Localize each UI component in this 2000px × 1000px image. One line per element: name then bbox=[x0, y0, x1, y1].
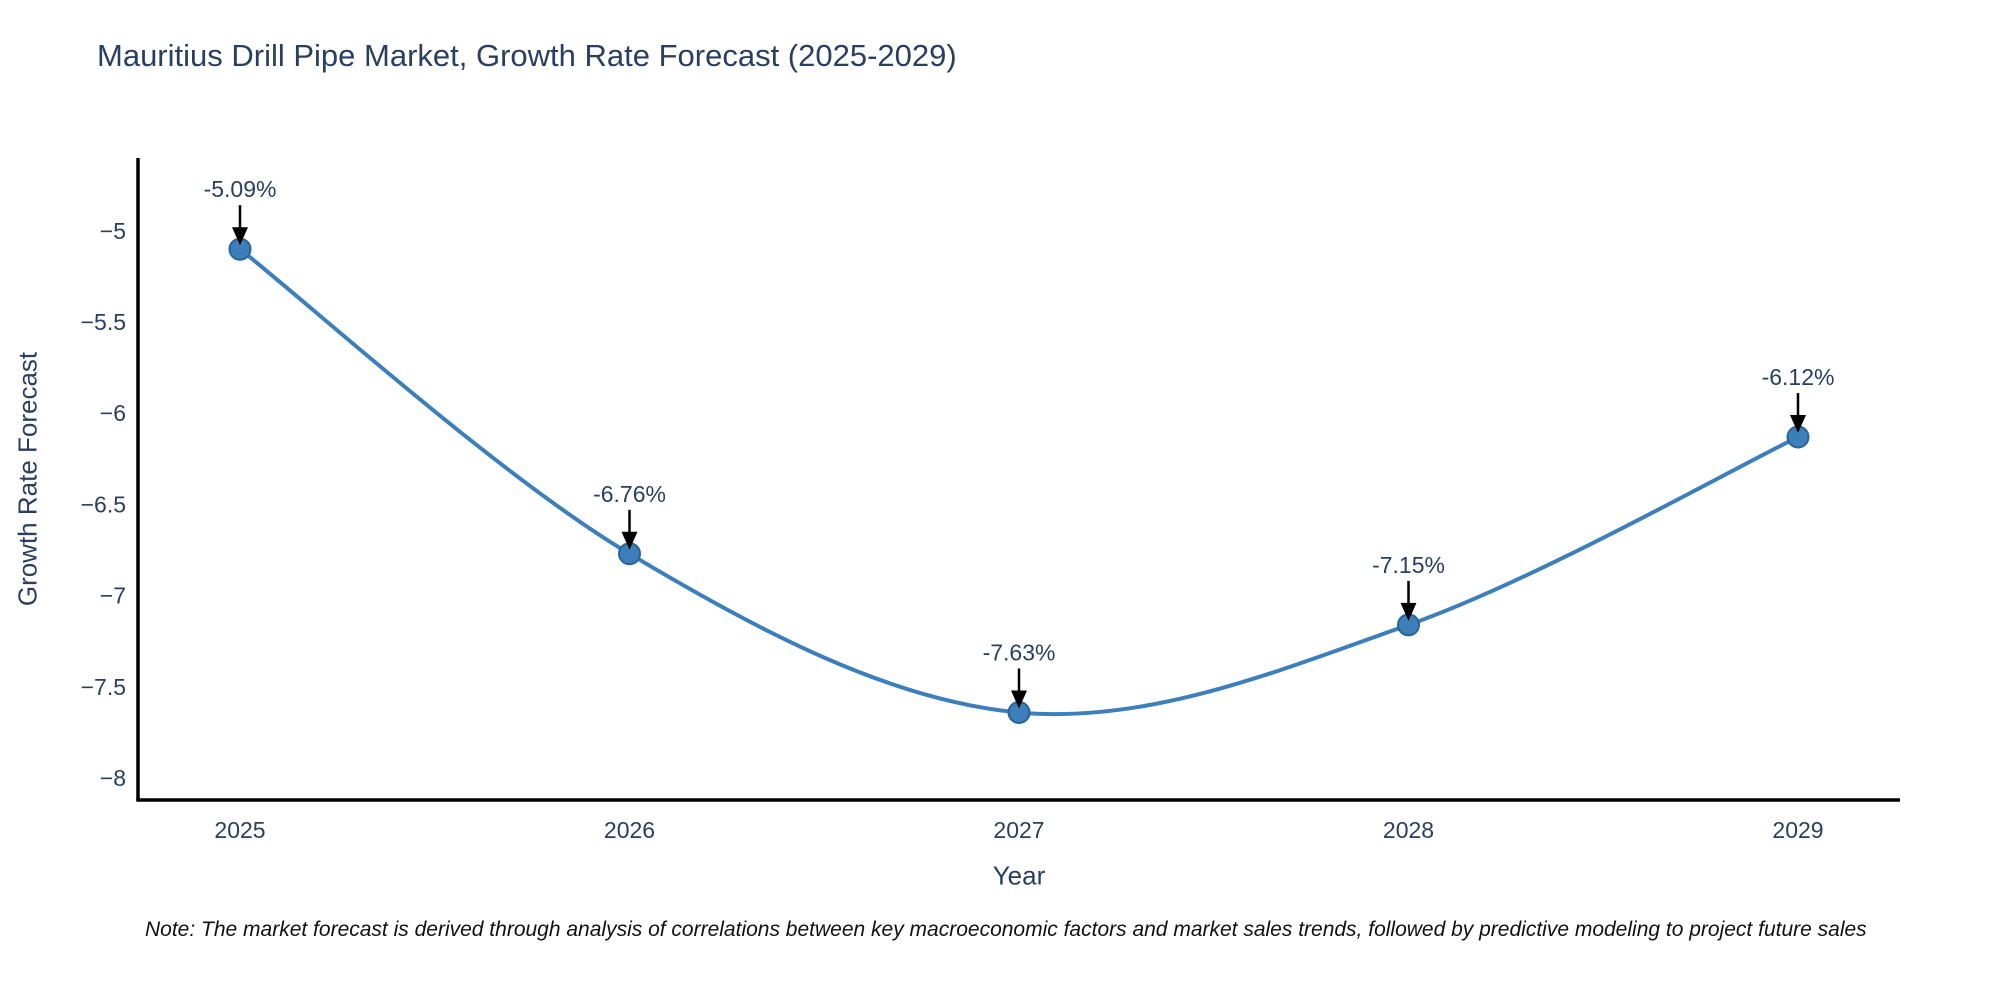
data-point-annotation: -6.76% bbox=[593, 481, 666, 507]
data-point-annotation: -7.63% bbox=[983, 639, 1056, 665]
y-tick-label: −6 bbox=[100, 400, 126, 426]
y-tick-label: −5 bbox=[100, 218, 126, 244]
x-axis-title: Year bbox=[992, 860, 1046, 891]
x-tick-label: 2026 bbox=[604, 817, 655, 843]
y-tick-label: −7 bbox=[100, 583, 126, 609]
data-point-annotation: -5.09% bbox=[204, 176, 277, 202]
footnote: Note: The market forecast is derived thr… bbox=[145, 918, 1867, 941]
annotation-arrowhead bbox=[232, 227, 248, 246]
chart-title: Mauritius Drill Pipe Market, Growth Rate… bbox=[97, 38, 957, 73]
x-tick-label: 2028 bbox=[1383, 817, 1434, 843]
y-tick-label: −8 bbox=[100, 765, 126, 791]
x-tick-label: 2025 bbox=[214, 817, 265, 843]
x-tick-label: 2027 bbox=[993, 817, 1044, 843]
annotation-arrowhead bbox=[621, 531, 638, 550]
x-tick-label: 2029 bbox=[1772, 817, 1823, 843]
y-tick-label: −5.5 bbox=[81, 309, 126, 335]
annotation-arrowhead bbox=[1011, 690, 1027, 709]
y-tick-label: −7.5 bbox=[81, 674, 126, 700]
data-point-annotation: -6.12% bbox=[1762, 364, 1835, 390]
y-tick-label: −6.5 bbox=[81, 491, 126, 517]
annotation-arrowhead bbox=[1400, 602, 1417, 621]
annotation-arrowhead bbox=[1790, 415, 1806, 434]
data-point-annotation: -7.15% bbox=[1372, 552, 1445, 578]
